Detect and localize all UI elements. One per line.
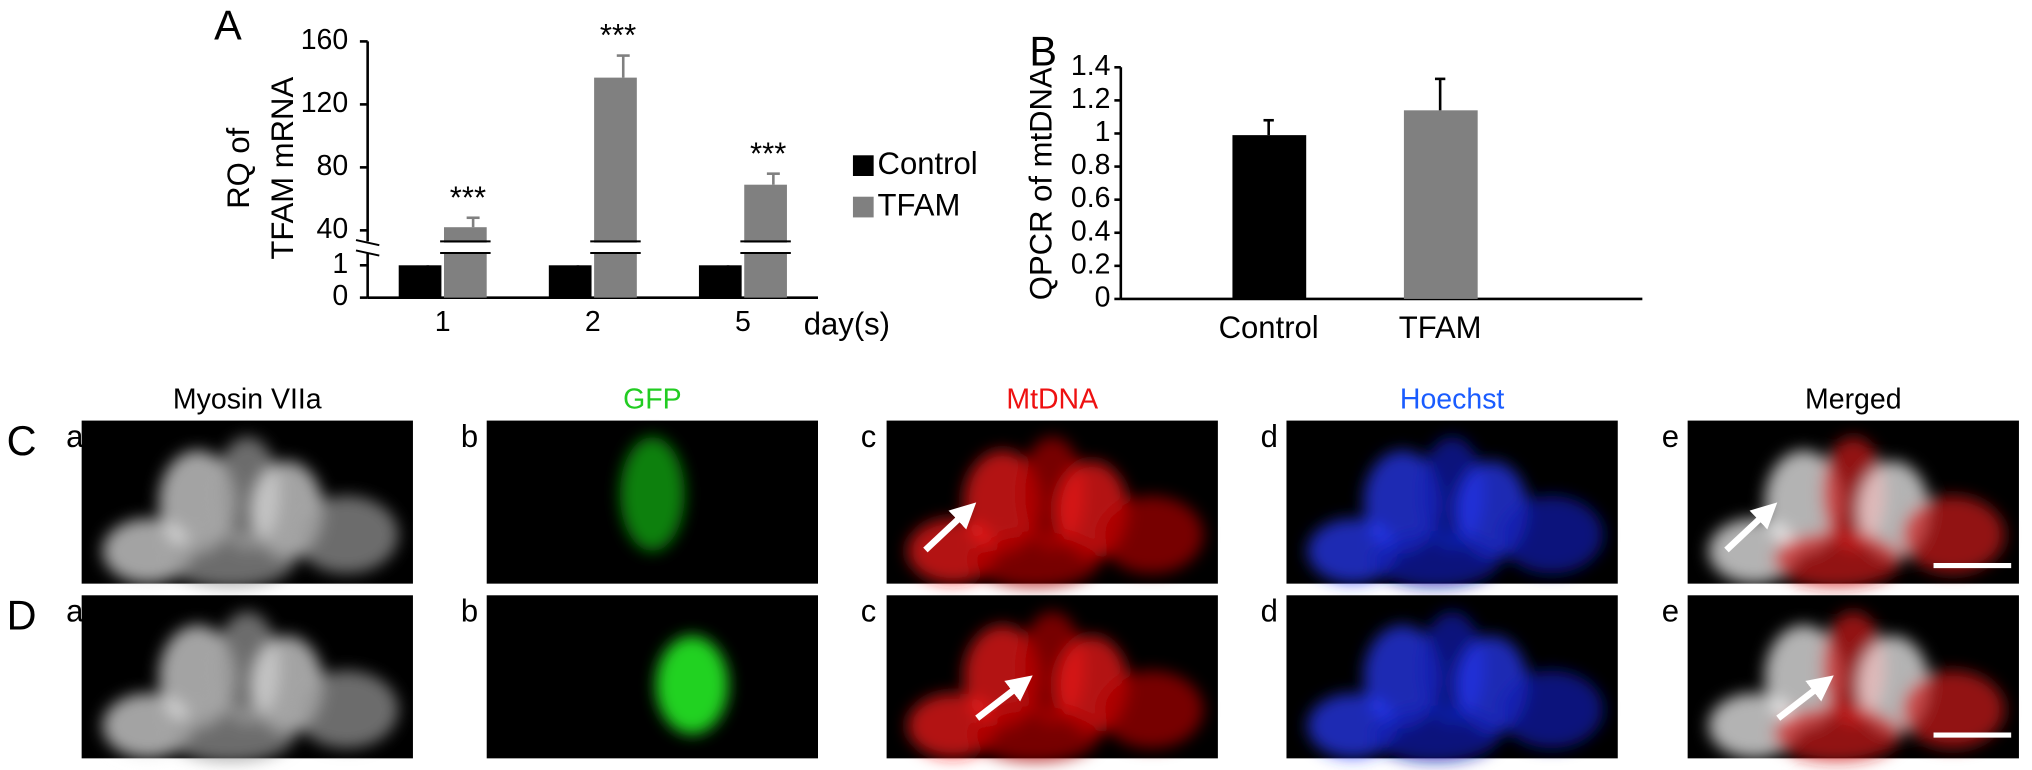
bar — [1232, 135, 1307, 299]
micrograph-content — [102, 436, 399, 588]
row-label: C — [7, 418, 37, 464]
micrograph-content — [907, 611, 1204, 763]
arrow — [975, 675, 1033, 721]
x-tick-label: 1 — [435, 306, 451, 338]
micrograph — [486, 595, 818, 759]
stain — [1772, 530, 1902, 588]
stain — [970, 530, 1101, 588]
axis-break-gap — [591, 242, 640, 253]
panel-title: B — [1029, 28, 1057, 74]
stain — [1370, 705, 1501, 763]
axis-break-gap — [741, 242, 790, 253]
panel-letter: b — [461, 419, 478, 454]
y-tick-label: 0 — [332, 280, 348, 312]
panel-title: A — [214, 2, 242, 48]
y-axis-label: RQ of — [221, 127, 256, 208]
bar — [1403, 110, 1478, 299]
x-tick-label: Control — [1219, 310, 1319, 345]
panel-letter: b — [461, 594, 478, 629]
axis-break — [355, 239, 380, 247]
stain — [655, 635, 729, 735]
panel-header: Hoechst — [1400, 384, 1505, 416]
bar — [444, 227, 487, 298]
stain — [166, 705, 296, 763]
y-tick-label: 0.6 — [1071, 182, 1111, 214]
panel-letter: d — [1261, 419, 1278, 454]
micrograph-content — [102, 611, 399, 763]
stain — [166, 530, 296, 588]
arrow — [923, 502, 977, 553]
legend-label: TFAM — [878, 187, 961, 222]
x-tick-label: 2 — [585, 306, 601, 338]
micrograph-content — [907, 436, 1204, 588]
significance: *** — [450, 180, 486, 215]
micrograph-content — [1708, 611, 2005, 763]
stain — [1772, 705, 1902, 763]
stain — [294, 495, 399, 574]
stain — [294, 670, 399, 749]
panel-letter: c — [861, 419, 877, 454]
panel-letter: a — [66, 419, 84, 454]
y-tick-label: 0.8 — [1071, 149, 1111, 181]
stain — [1499, 495, 1604, 574]
micrograph-content — [1307, 611, 1604, 763]
y-tick-label: 0.4 — [1071, 215, 1111, 247]
panel-header: Merged — [1805, 384, 1902, 416]
bar — [594, 77, 637, 298]
micrograph-content — [1708, 436, 2005, 588]
stain — [1099, 495, 1204, 574]
y-axis-label: TFAM mRNA — [265, 77, 300, 260]
stain — [1900, 495, 2005, 574]
arrow — [1776, 675, 1834, 721]
axis-break-gap — [441, 242, 490, 253]
panel-letter: c — [861, 594, 877, 629]
y-tick-label: 0 — [1095, 281, 1111, 313]
y-axis-label: QPCR of mtDNA — [1023, 67, 1058, 300]
y-tick-label: 1.2 — [1071, 83, 1111, 115]
panel-header: GFP — [623, 384, 682, 416]
y-tick-label: 1 — [1095, 116, 1111, 148]
panel-letter: d — [1261, 594, 1278, 629]
micrograph-content — [655, 635, 729, 735]
y-tick-label: 80 — [317, 150, 349, 182]
row-label: D — [7, 593, 37, 639]
panel-header: MtDNA — [1006, 384, 1098, 416]
panel-letter: e — [1662, 594, 1679, 629]
x-tick-label: 5 — [735, 306, 751, 338]
legend-label: Control — [878, 146, 978, 181]
y-tick-label: 120 — [301, 87, 349, 119]
panel-header: Myosin VIIa — [173, 384, 322, 416]
bar — [698, 265, 742, 298]
bar — [398, 265, 442, 298]
stain — [970, 705, 1101, 763]
y-tick-label: 160 — [301, 24, 349, 56]
y-tick-label: 1.4 — [1071, 50, 1111, 82]
legend-swatch — [852, 155, 874, 176]
micrograph-content — [1307, 436, 1604, 588]
significance: *** — [600, 18, 636, 53]
panel-letter: a — [66, 594, 84, 629]
y-tick-label: 40 — [317, 213, 349, 245]
significance: *** — [750, 136, 786, 171]
axis-break — [355, 249, 380, 257]
panel-letter: e — [1662, 419, 1679, 454]
x-tick-label: TFAM — [1399, 310, 1482, 345]
stain — [1499, 670, 1604, 749]
y-tick-label: 0.2 — [1071, 248, 1111, 280]
micrograph-content — [620, 436, 685, 552]
bar — [548, 265, 592, 298]
stain — [1370, 530, 1501, 588]
x-axis-label: day(s) — [804, 306, 890, 341]
arrow — [1724, 502, 1778, 553]
legend-swatch — [852, 196, 874, 218]
stain — [620, 436, 685, 552]
stain — [1900, 670, 2005, 749]
stain — [1099, 670, 1204, 749]
y-tick-label: 1 — [332, 248, 348, 280]
